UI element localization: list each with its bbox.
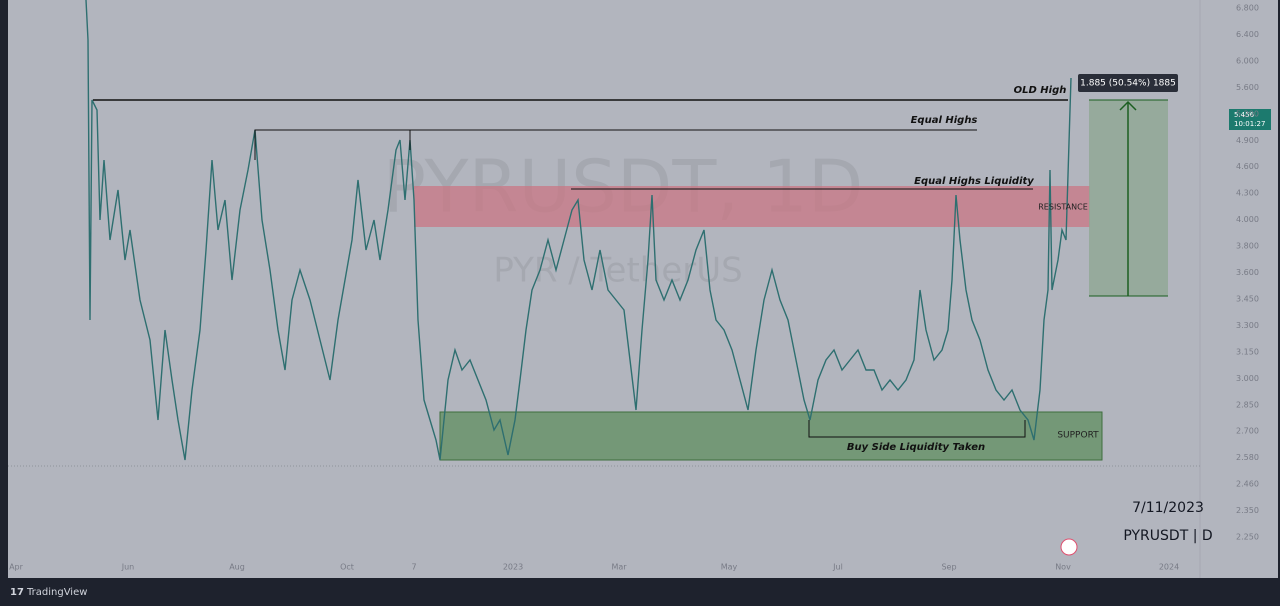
resistance-label: RESISTANCE: [1038, 203, 1088, 212]
equal-highs-label: Equal Highs: [911, 115, 978, 126]
price-tick-label: 3.600: [1236, 268, 1259, 277]
bottom-bar: [0, 578, 1280, 606]
price-tick-label: 3.800: [1236, 242, 1259, 251]
price-tick-label: 3.000: [1236, 374, 1259, 383]
time-tick-label: May: [721, 563, 738, 572]
support-zone: [439, 411, 1103, 461]
time-tick-label: 2024: [1159, 563, 1179, 572]
measure-label-box: [1078, 74, 1178, 92]
time-tick-label: Sep: [941, 563, 956, 572]
watermark-description: PYR / TetherUS: [493, 251, 742, 291]
measure-arrowhead: [1119, 100, 1137, 111]
axes: 6.800 6.400 6.000 5.600 5.200 4.900 4.600 4.300…: [9, 4, 1259, 572]
price-tick-label: 2.850: [1236, 400, 1259, 409]
footer-date: 7/11/2023: [1132, 500, 1204, 516]
last-price-tag: [1229, 109, 1271, 130]
old-high-label: OLD High: [1014, 85, 1067, 96]
time-tick-label: Apr: [9, 563, 24, 572]
time-tick-label: Mar: [611, 563, 627, 572]
price-tick-label: 4.000: [1236, 215, 1259, 224]
price-tick-label: 2.700: [1236, 427, 1259, 436]
last-price: 5.456: [1234, 111, 1255, 119]
support-label: SUPPORT: [1057, 431, 1099, 441]
chart-area: [8, 0, 1278, 578]
price-tick-label: 2.460: [1236, 480, 1259, 489]
price-tick-label: 4.300: [1236, 189, 1259, 198]
buy-side-label: Buy Side Liquidity Taken: [847, 442, 985, 453]
time-tick-label: Nov: [1055, 563, 1071, 572]
buy-side-line: [808, 420, 1026, 438]
price-tick-label: 2.350: [1236, 506, 1259, 515]
price-tick-label: 2.250: [1236, 533, 1259, 542]
price-tick-label: 3.450: [1236, 294, 1259, 303]
price-tick-label: 3.300: [1236, 321, 1259, 330]
time-tick-label: 7: [411, 563, 416, 572]
time-tick-label: Jun: [121, 563, 135, 572]
price-tick-label: 2.580: [1236, 453, 1259, 462]
resistance-zone: [414, 186, 1090, 227]
time-tick-label: 2023: [503, 563, 523, 572]
price-tick-label: 3.150: [1236, 347, 1259, 356]
equal-highs-line: [254, 129, 977, 160]
liquidity-label: Equal Highs Liquidity: [914, 176, 1034, 187]
price-series: [85, 0, 1072, 461]
brand: TradingView: [26, 587, 87, 598]
footer-symbol: PYRUSDT | D: [1123, 528, 1212, 544]
price-tick-label: 6.400: [1236, 30, 1259, 39]
brand-logo: 17: [10, 587, 24, 598]
alert-icon[interactable]: [1060, 538, 1078, 556]
price-tick-label: 5.200: [1236, 109, 1259, 118]
measure-label: 1.885 (50.54%) 1885: [1080, 79, 1176, 89]
time-tick-label: Oct: [340, 563, 354, 572]
price-tick-label: 6.800: [1236, 4, 1259, 13]
price-tick-label: 4.600: [1236, 162, 1259, 171]
price-tick-label: 4.900: [1236, 136, 1259, 145]
time-tick-label: Aug: [229, 563, 245, 572]
price-tick-label: 6.000: [1236, 56, 1259, 65]
price-tick-label: 5.600: [1236, 83, 1259, 92]
countdown: 10:01:27: [1234, 120, 1265, 128]
time-tick-label: Jul: [832, 563, 843, 572]
